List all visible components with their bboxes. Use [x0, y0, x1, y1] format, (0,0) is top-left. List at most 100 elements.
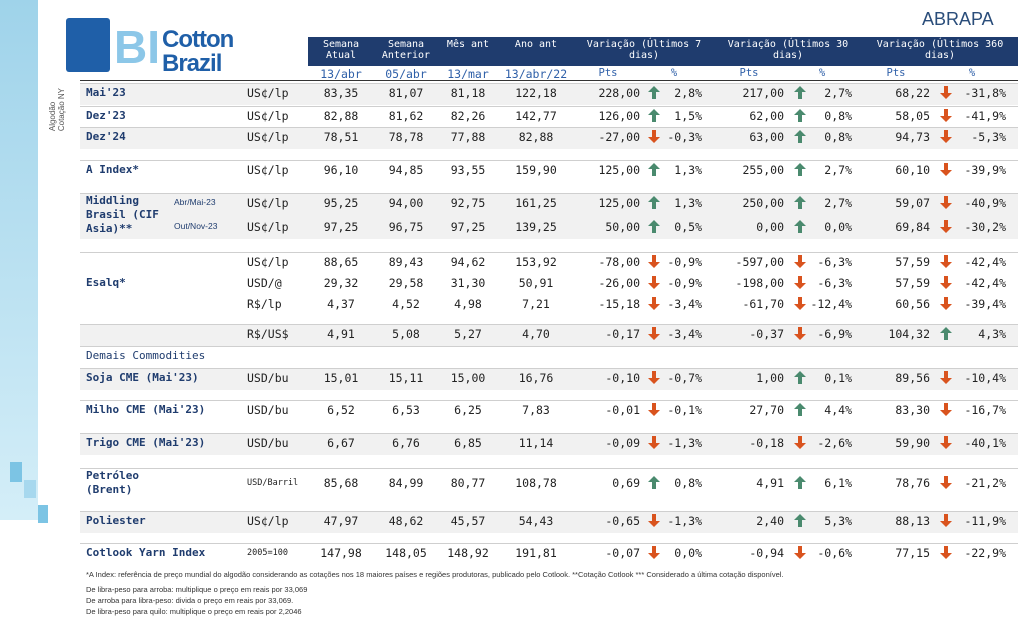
arrow-down [794, 546, 806, 559]
cell: 62,00 [749, 109, 784, 123]
date: 13/mar [447, 67, 489, 81]
arrow [648, 297, 660, 310]
arrow-down [648, 130, 660, 143]
cell: -6,3% [817, 276, 852, 290]
cell: 2,8% [674, 86, 702, 100]
cell: 6,67 [327, 436, 355, 450]
deco [24, 480, 36, 498]
cell: -2,6% [817, 436, 852, 450]
cell: 60,10 [895, 163, 930, 177]
arrow-down [940, 297, 952, 310]
cell: 48,62 [388, 514, 424, 528]
cell: 58,05 [895, 109, 930, 123]
group-band [80, 542, 1018, 565]
arrow [940, 255, 952, 268]
cell: 6,52 [327, 403, 355, 417]
cell: -12,4% [810, 297, 852, 311]
row-label: Dez'24 [86, 130, 126, 143]
arrow-down [940, 86, 952, 99]
cell: 47,97 [323, 514, 359, 528]
cell: 142,77 [515, 109, 557, 123]
cell: 82,26 [450, 109, 486, 123]
unit: USD/bu [247, 403, 289, 417]
arrow-down [794, 297, 806, 310]
row-label: Poliester [86, 514, 146, 527]
cell: 2,7% [824, 163, 852, 177]
cell: -11,9% [964, 514, 1006, 528]
cell: 78,78 [388, 130, 424, 144]
arrow-down [794, 436, 806, 449]
cell: -0,37 [749, 327, 784, 341]
cell: 89,56 [895, 371, 930, 385]
cell: -1,3% [667, 436, 702, 450]
unit: R$/US$ [247, 327, 289, 341]
arrow [794, 297, 806, 310]
unit: USD/bu [247, 436, 289, 450]
arrow-down [940, 220, 952, 233]
cell: 15,01 [323, 371, 359, 385]
cell: 7,21 [522, 297, 550, 311]
cell: 147,98 [320, 546, 362, 560]
arrow [940, 196, 952, 209]
arrow [648, 276, 660, 289]
arrow [794, 276, 806, 289]
arrow [648, 130, 660, 143]
group-band [80, 159, 1018, 182]
cell: 60,56 [895, 297, 930, 311]
cell: -42,4% [964, 276, 1006, 290]
cell: -0,10 [605, 371, 640, 385]
group-band [80, 126, 1018, 149]
arrow-down [940, 276, 952, 289]
logo-cotton: Cotton [162, 26, 234, 53]
arrow-up [794, 403, 806, 416]
sub-header: % [818, 67, 826, 79]
arrow-down [794, 255, 806, 268]
unit: R$/lp [247, 297, 282, 311]
group-band [80, 345, 1018, 368]
arrow-up [794, 196, 806, 209]
arrow [794, 196, 806, 209]
row-label: Dez'23 [86, 109, 126, 122]
cell: 0,69 [612, 476, 640, 490]
cell: 80,77 [450, 476, 486, 490]
cell: -5,3% [971, 130, 1006, 144]
sub-header: Pts [598, 67, 618, 79]
arrow [940, 86, 952, 99]
arrow-down [940, 371, 952, 384]
arrow [794, 163, 806, 176]
cell: -41,9% [964, 109, 1006, 123]
unit: US¢/lp [247, 109, 289, 123]
arrow-down [648, 327, 660, 340]
cell: 59,90 [895, 436, 930, 450]
brand: ABRAPA [922, 9, 994, 29]
cell: -40,1% [964, 436, 1006, 450]
cell: 50,00 [605, 220, 640, 234]
arrow-up [648, 163, 660, 176]
cell: 0,0% [824, 220, 852, 234]
cell: 57,59 [895, 276, 930, 290]
cell: -198,00 [735, 276, 784, 290]
sub-header: % [968, 67, 976, 79]
cell: 153,92 [515, 255, 557, 269]
group-band [80, 468, 1018, 499]
logo-brazil: Brazil [162, 50, 222, 77]
cell: 81,62 [388, 109, 424, 123]
arrow-up [648, 220, 660, 233]
cell: 6,25 [454, 403, 482, 417]
arrow [648, 403, 660, 416]
cell: 0,8% [674, 476, 702, 490]
row-sublabel: Abr/Mai-23 [174, 197, 216, 207]
cell: 126,00 [598, 109, 640, 123]
cell: 84,99 [388, 476, 424, 490]
arrow [940, 546, 952, 559]
arrow [940, 163, 952, 176]
arrow-down [648, 546, 660, 559]
arrow-down [940, 476, 952, 489]
logo-icon [66, 18, 110, 72]
cell: 148,05 [385, 546, 427, 560]
arrow-up [648, 86, 660, 99]
cell: 54,43 [518, 514, 554, 528]
cell: 94,85 [388, 163, 424, 177]
cell: 228,00 [598, 86, 640, 100]
footnote: De arroba para libra-peso: divida o preç… [86, 596, 294, 605]
